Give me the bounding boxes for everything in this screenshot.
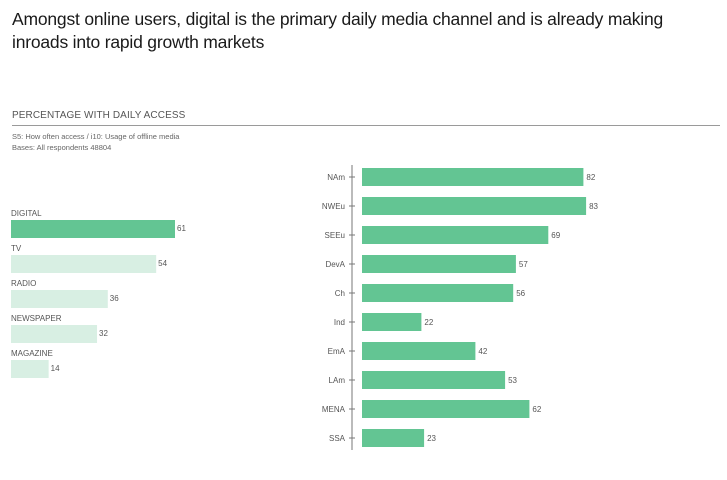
region-bar-ema (362, 342, 476, 360)
media-value-radio: 36 (110, 294, 119, 303)
region-bar-ind (362, 313, 422, 331)
section-title: PERCENTAGE WITH DAILY ACCESS (12, 110, 186, 121)
region-bar-ch (362, 284, 514, 302)
media-label-radio: RADIO (11, 279, 36, 288)
media-label-newspaper: NEWSPAPER (11, 314, 62, 323)
bases-note: Bases: All respondents 48804 (12, 143, 112, 152)
media-bar-magazine (11, 360, 49, 378)
media-value-magazine: 14 (51, 364, 60, 373)
region-chart: NAm 82 NWEu 83 SEEu 69 DevA 57 Ch 56 Ind 22 EmA 42 LAm… (322, 165, 599, 450)
media-bar-newspaper (11, 325, 98, 343)
region-bar-mena (362, 400, 530, 418)
headline: Amongst online users, digital is the pri… (12, 9, 664, 52)
region-value-ssa: 23 (427, 434, 436, 443)
region-bar-nam (362, 168, 584, 186)
section-divider (12, 125, 720, 126)
region-value-nweu: 83 (589, 202, 598, 211)
media-label-digital: DIGITAL (11, 209, 42, 218)
region-label-deva: DevA (325, 260, 345, 269)
region-label-seeu: SEEu (325, 231, 345, 240)
region-value-ema: 42 (478, 347, 487, 356)
media-bar-digital (11, 220, 175, 238)
region-bar-nweu (362, 197, 587, 215)
media-bar-tv (11, 255, 157, 273)
region-bar-ssa (362, 429, 425, 447)
media-chart: DIGITAL 61 TV 54 RADIO 36 NEWSPAPER 32 MAGAZINE 1… (11, 209, 186, 378)
region-label-nweu: NWEu (322, 202, 345, 211)
media-value-tv: 54 (158, 259, 167, 268)
media-value-newspaper: 32 (99, 329, 108, 338)
question-note: S5: How often access / i10: Usage of off… (12, 132, 180, 141)
region-value-deva: 57 (519, 260, 528, 269)
region-label-mena: MENA (322, 405, 346, 414)
region-label-ch: Ch (335, 289, 345, 298)
region-label-ind: Ind (334, 318, 345, 327)
media-label-magazine: MAGAZINE (11, 349, 53, 358)
region-bar-seeu (362, 226, 549, 244)
media-label-tv: TV (11, 244, 22, 253)
region-value-ind: 22 (424, 318, 433, 327)
region-value-lam: 53 (508, 376, 517, 385)
region-label-lam: LAm (329, 376, 346, 385)
region-bar-deva (362, 255, 516, 273)
media-bar-radio (11, 290, 108, 308)
region-value-ch: 56 (516, 289, 525, 298)
region-label-ssa: SSA (329, 434, 346, 443)
region-label-nam: NAm (327, 173, 345, 182)
region-value-mena: 62 (532, 405, 541, 414)
region-value-seeu: 69 (551, 231, 560, 240)
region-value-nam: 82 (586, 173, 595, 182)
region-label-ema: EmA (328, 347, 346, 356)
region-bar-lam (362, 371, 506, 389)
media-value-digital: 61 (177, 224, 186, 233)
